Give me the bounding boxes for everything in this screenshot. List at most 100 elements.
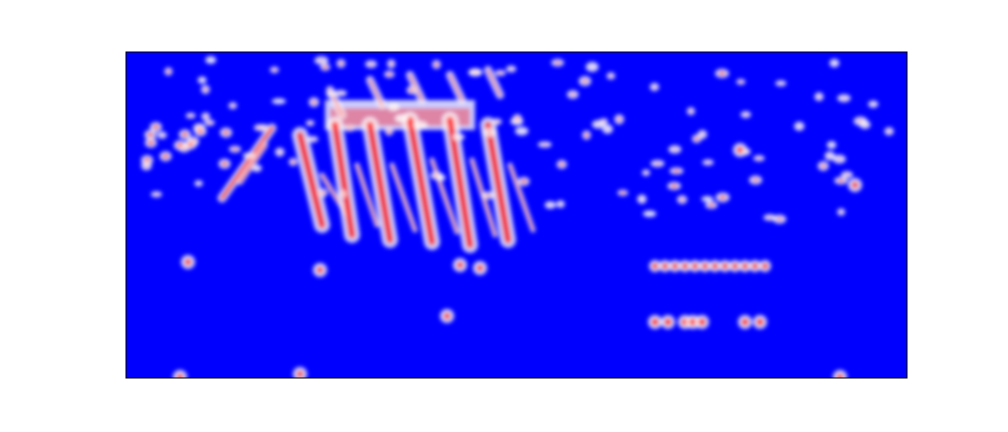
blob-core	[616, 116, 622, 122]
blob-core	[718, 70, 726, 76]
blob-core	[184, 258, 192, 266]
blob-core	[601, 119, 607, 124]
blob-core	[176, 142, 184, 149]
blob-core	[701, 262, 709, 270]
blob-core	[476, 264, 484, 272]
blob-core	[208, 58, 214, 62]
blob-glow	[251, 164, 262, 172]
blob-glow	[271, 98, 286, 105]
blob-glow	[642, 210, 657, 218]
blob-core	[581, 78, 589, 84]
blob-core	[338, 60, 344, 66]
blob-core	[316, 266, 324, 274]
blob-core	[520, 178, 528, 184]
plot-area	[126, 52, 907, 378]
blob-core	[646, 212, 653, 216]
heatmap-pattern	[141, 56, 894, 378]
plot-frame	[125, 51, 908, 379]
blob-core	[826, 153, 833, 159]
blob-core	[456, 261, 464, 269]
blob-core	[835, 156, 843, 162]
blob-glow	[826, 141, 837, 149]
blob-core	[245, 153, 253, 158]
streak-core	[238, 143, 267, 184]
blob-core	[816, 94, 822, 100]
blob-glow	[701, 195, 714, 203]
blob-core	[408, 87, 415, 93]
streak-core	[484, 121, 512, 244]
blob-core	[143, 163, 150, 169]
blob-core	[199, 78, 205, 83]
streak-core	[390, 163, 417, 232]
blob-core	[340, 191, 345, 196]
blob-core	[584, 132, 589, 138]
blob-core	[672, 168, 681, 173]
blob-core	[152, 124, 160, 130]
blob-core	[367, 61, 375, 67]
streak-core	[368, 78, 384, 107]
blob-core	[187, 141, 194, 148]
blob-core	[766, 215, 774, 220]
blob-core	[518, 129, 525, 134]
blob-core	[386, 72, 393, 77]
blob-core	[707, 202, 715, 208]
streak-core	[296, 131, 326, 229]
blob-core	[346, 126, 353, 131]
blob-core	[181, 131, 189, 138]
blob-core	[594, 121, 602, 127]
blob-core	[455, 135, 462, 140]
blob-core	[434, 62, 439, 67]
blob-core	[290, 159, 296, 165]
blob-core	[639, 196, 645, 202]
blob-core	[731, 262, 739, 270]
blob-core	[277, 149, 283, 155]
streak-core	[406, 116, 436, 246]
blob-core	[870, 102, 876, 107]
blob-core	[439, 176, 444, 180]
blob-core	[741, 318, 749, 326]
blob-core	[886, 129, 892, 134]
blob-core	[651, 318, 659, 326]
blob-core	[711, 262, 719, 270]
blob-core	[653, 161, 662, 166]
blob-core	[386, 129, 392, 134]
blob-core	[861, 122, 868, 127]
blob-core	[689, 318, 697, 326]
blob-core	[176, 373, 184, 378]
blob-core	[327, 92, 333, 96]
blob-core	[838, 209, 844, 214]
blob-core	[508, 67, 514, 71]
blob-core	[222, 129, 230, 136]
blob-glow	[515, 126, 529, 136]
blob-core	[604, 126, 611, 132]
blob-core	[843, 172, 851, 177]
blob-core	[661, 262, 669, 270]
blob-core	[254, 166, 260, 170]
blob-core	[231, 147, 239, 152]
blob-core	[197, 128, 204, 135]
blob-core	[688, 108, 694, 114]
blob-core	[699, 131, 705, 137]
blob-core	[671, 147, 679, 152]
blob-core	[755, 156, 763, 160]
streak-core	[219, 125, 275, 201]
blob-core	[203, 114, 209, 119]
blob-core	[569, 92, 576, 97]
blob-core	[664, 318, 672, 326]
blob-core	[588, 64, 596, 70]
blob-core	[320, 190, 326, 196]
blob-core	[322, 65, 329, 70]
blob-core	[230, 103, 236, 108]
blob-core	[776, 216, 784, 222]
blob-core	[147, 132, 154, 138]
blob-core	[608, 73, 614, 78]
blob-core	[317, 58, 326, 63]
blob-core	[166, 69, 171, 74]
blob-core	[153, 192, 160, 197]
blob-core	[196, 181, 201, 186]
blob-core	[751, 262, 759, 270]
blob-core	[670, 183, 678, 189]
blob-core	[761, 262, 769, 270]
